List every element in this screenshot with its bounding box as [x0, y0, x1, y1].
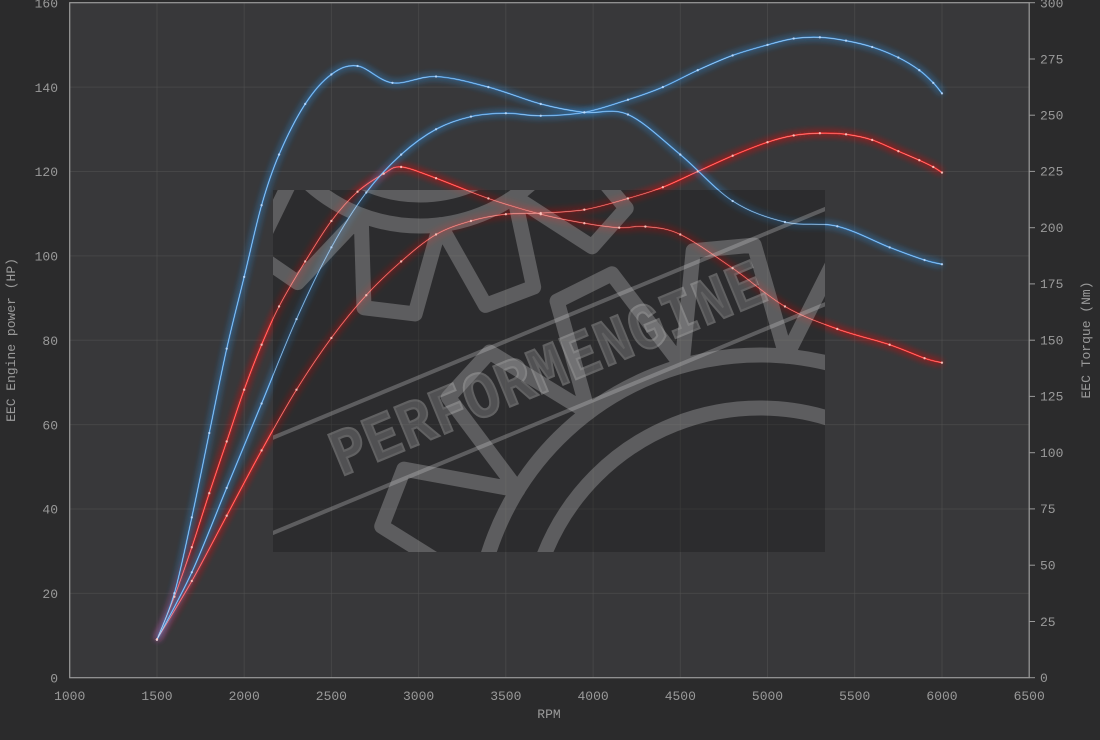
svg-text:2000: 2000	[229, 689, 260, 704]
svg-text:EEC Torque (Nm): EEC Torque (Nm)	[1079, 281, 1094, 398]
svg-text:175: 175	[1040, 277, 1063, 292]
svg-text:140: 140	[35, 81, 58, 96]
svg-text:160: 160	[35, 0, 58, 12]
svg-text:120: 120	[35, 165, 58, 180]
svg-text:4000: 4000	[577, 689, 608, 704]
svg-text:0: 0	[50, 672, 58, 687]
svg-text:75: 75	[1040, 502, 1056, 517]
svg-text:2500: 2500	[316, 689, 347, 704]
svg-text:80: 80	[42, 334, 58, 349]
svg-text:3000: 3000	[403, 689, 434, 704]
svg-text:25: 25	[1040, 615, 1056, 630]
svg-text:0: 0	[1040, 671, 1048, 686]
svg-text:100: 100	[35, 250, 58, 265]
svg-text:300: 300	[1040, 0, 1063, 12]
svg-text:125: 125	[1040, 390, 1063, 405]
svg-text:60: 60	[42, 418, 58, 433]
svg-text:5000: 5000	[752, 689, 783, 704]
svg-text:1500: 1500	[141, 689, 172, 704]
svg-text:20: 20	[42, 587, 58, 602]
svg-text:3500: 3500	[490, 689, 521, 704]
svg-text:EEC Engine power (HP): EEC Engine power (HP)	[4, 258, 19, 422]
svg-text:RPM: RPM	[537, 707, 560, 722]
svg-text:275: 275	[1040, 52, 1063, 67]
svg-text:1000: 1000	[54, 689, 85, 704]
svg-text:225: 225	[1040, 165, 1063, 180]
svg-text:250: 250	[1040, 109, 1063, 124]
svg-text:40: 40	[42, 503, 58, 518]
svg-text:6000: 6000	[926, 689, 957, 704]
svg-text:6500: 6500	[1014, 689, 1045, 704]
svg-text:50: 50	[1040, 559, 1056, 574]
svg-text:150: 150	[1040, 334, 1063, 349]
svg-text:100: 100	[1040, 446, 1063, 461]
svg-text:4500: 4500	[665, 689, 696, 704]
svg-text:5500: 5500	[839, 689, 870, 704]
svg-text:200: 200	[1040, 221, 1063, 236]
